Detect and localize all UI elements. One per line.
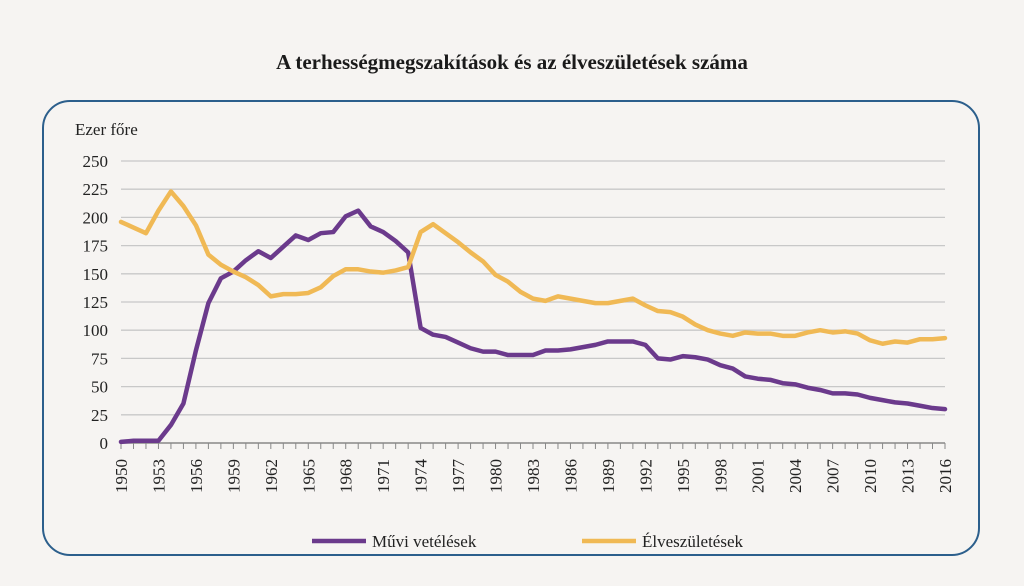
x-tick-label: 2004 [786, 459, 805, 494]
chart-frame [42, 100, 980, 556]
y-tick-label: 175 [83, 237, 109, 256]
x-tick-label: 2001 [749, 459, 768, 493]
y-tick-label: 150 [83, 265, 109, 284]
x-tick-label: 1956 [187, 459, 206, 493]
x-tick-label: 2010 [861, 459, 880, 493]
x-tick-label: 1995 [674, 459, 693, 493]
x-tick-label: 1971 [374, 459, 393, 493]
x-tick-label: 1983 [524, 459, 543, 493]
x-tick-label: 2016 [936, 459, 955, 493]
x-tick-label: 1998 [711, 459, 730, 493]
y-axis-label: Ezer főre [75, 120, 138, 139]
x-tick-label: 1953 [149, 459, 168, 493]
legend-label: Élveszületések [642, 532, 744, 551]
y-tick-label: 250 [83, 152, 109, 171]
x-tick-label: 1962 [262, 459, 281, 493]
y-tick-label: 0 [100, 434, 109, 453]
x-tick-label: 1977 [449, 459, 468, 494]
x-tick-label: 1980 [487, 459, 506, 493]
x-tick-label: 2007 [824, 459, 843, 494]
series-line-0 [118, 208, 948, 445]
y-tick-label: 225 [83, 180, 109, 199]
x-tick-label: 1959 [224, 459, 243, 493]
x-tick-label: 1950 [112, 459, 131, 493]
legend-label: Művi vetélések [372, 532, 477, 551]
x-tick-label: 1974 [412, 459, 431, 494]
series-line-1 [118, 189, 948, 346]
y-tick-label: 125 [83, 293, 109, 312]
x-tick-label: 1992 [636, 459, 655, 493]
y-tick-label: 25 [91, 406, 108, 425]
y-tick-label: 100 [83, 321, 109, 340]
x-tick-label: 2013 [899, 459, 918, 493]
x-tick-label: 1968 [337, 459, 356, 493]
y-tick-label: 50 [91, 378, 108, 397]
chart-title: A terhességmegszakítások és az élveszüle… [276, 50, 748, 74]
x-tick-label: 1965 [299, 459, 318, 493]
x-tick-label: 1989 [599, 459, 618, 493]
y-tick-label: 75 [91, 349, 108, 368]
y-tick-label: 200 [83, 208, 109, 227]
x-tick-label: 1986 [561, 459, 580, 493]
